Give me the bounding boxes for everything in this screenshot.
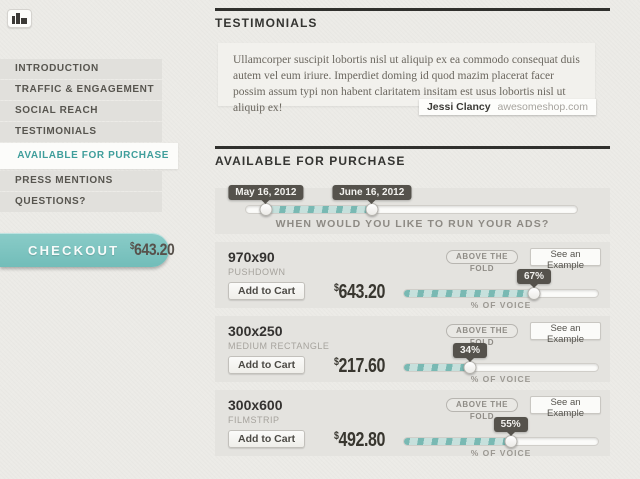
voice-slider[interactable]: 55% [403, 417, 599, 448]
voice-slider[interactable]: 67% [403, 269, 599, 300]
product-row-300x600: 300x600 FILMSTRIP Add to Cart $492.80 AB… [215, 390, 610, 458]
voice-tooltip: 34% [452, 343, 487, 358]
above-the-fold-badge: ABOVE THE FOLD [446, 324, 518, 347]
voice-label: % OF VOICE [470, 448, 532, 458]
testimonial-quote: Ullamcorper suscipit lobortis nisl ut al… [218, 43, 595, 114]
see-example-button[interactable]: See an Example [530, 396, 601, 419]
bar-chart-icon-bar [16, 13, 20, 24]
sidebar-item-questions[interactable]: QUESTIONS? [0, 192, 162, 212]
checkout-total-amount: 643.20 [134, 240, 175, 259]
testimonial-site: awesomeshop.com [497, 101, 588, 113]
product-price: $217.60 [329, 355, 385, 378]
voice-fill [404, 290, 534, 297]
product-row-300x250: 300x250 MEDIUM RECTANGLE Add to Cart $21… [215, 316, 610, 384]
voice-handle[interactable] [504, 435, 518, 448]
purchase-heading: AVAILABLE FOR PURCHASE [215, 146, 610, 168]
date-end-tooltip: June 16, 2012 [332, 185, 412, 200]
voice-label: % OF VOICE [470, 374, 532, 384]
above-the-fold-badge: ABOVE THE FOLD [446, 250, 518, 273]
testimonial-attribution: Jessi Clancy awesomeshop.com [418, 99, 596, 115]
voice-slider[interactable]: 34% [403, 343, 599, 374]
voice-tooltip: 67% [516, 269, 551, 284]
voice-fill [404, 438, 511, 445]
checkout-label: CHECKOUT [28, 242, 120, 258]
bar-chart-icon-bar [12, 16, 15, 24]
add-to-cart-button[interactable]: Add to Cart [228, 430, 306, 448]
product-price: $643.20 [329, 281, 385, 304]
product-size: 300x250 [228, 323, 283, 339]
sidebar-nav: INTRODUCTION TRAFFIC & ENGAGEMENT SOCIAL… [0, 59, 178, 213]
checkout-button[interactable]: CHECKOUT $643.20 [0, 233, 175, 267]
currency-symbol: $ [333, 282, 339, 294]
bar-chart-icon-bar [21, 18, 27, 24]
product-size: 300x600 [228, 397, 283, 413]
currency-symbol: $ [333, 430, 339, 442]
bar-chart-icon[interactable] [7, 9, 32, 28]
date-range-fill [265, 206, 372, 213]
product-row-970x90: 970x90 PUSHDOWN Add to Cart $643.20 ABOV… [215, 242, 610, 310]
sidebar-item-available-for-purchase[interactable]: AVAILABLE FOR PURCHASE [0, 143, 178, 169]
voice-handle[interactable] [463, 361, 477, 374]
date-start-handle[interactable] [259, 203, 273, 216]
sidebar-item-testimonials[interactable]: TESTIMONIALS [0, 122, 162, 142]
testimonials-heading: TESTIMONIALS [215, 8, 610, 30]
sidebar-item-press-mentions[interactable]: PRESS MENTIONS [0, 171, 162, 191]
product-price: $492.80 [329, 429, 385, 452]
date-range-slider[interactable]: May 16, 2012 June 16, 2012 [228, 185, 578, 216]
voice-fill [404, 364, 470, 371]
currency-symbol: $ [130, 241, 135, 252]
voice-label: % OF VOICE [470, 300, 532, 310]
date-question-label: WHEN WOULD YOU LIKE TO RUN YOUR ADS? [275, 218, 550, 230]
add-to-cart-button[interactable]: Add to Cart [228, 356, 306, 374]
product-name: MEDIUM RECTANGLE [228, 341, 330, 351]
product-name: PUSHDOWN [228, 267, 286, 277]
sidebar-item-social-reach[interactable]: SOCIAL REACH [0, 101, 162, 121]
add-to-cart-button[interactable]: Add to Cart [228, 282, 306, 300]
product-name: FILMSTRIP [228, 415, 280, 425]
checkout-total: $643.20 [130, 240, 175, 260]
voice-tooltip: 55% [493, 417, 528, 432]
date-end-handle[interactable] [365, 203, 379, 216]
product-price-amount: 643.20 [338, 281, 385, 303]
see-example-button[interactable]: See an Example [530, 248, 601, 271]
testimonial-author: Jessi Clancy [426, 101, 491, 113]
product-price-amount: 492.80 [338, 429, 385, 451]
product-price-amount: 217.60 [338, 355, 385, 377]
see-example-button[interactable]: See an Example [530, 322, 601, 345]
sidebar-item-traffic-engagement[interactable]: TRAFFIC & ENGAGEMENT [0, 80, 162, 100]
voice-handle[interactable] [527, 287, 541, 300]
date-start-tooltip: May 16, 2012 [228, 185, 304, 200]
sidebar-item-introduction[interactable]: INTRODUCTION [0, 59, 162, 79]
product-size: 970x90 [228, 249, 275, 265]
date-range-panel: May 16, 2012 June 16, 2012 WHEN WOULD YO… [215, 185, 610, 234]
above-the-fold-badge: ABOVE THE FOLD [446, 398, 518, 421]
currency-symbol: $ [333, 356, 339, 368]
